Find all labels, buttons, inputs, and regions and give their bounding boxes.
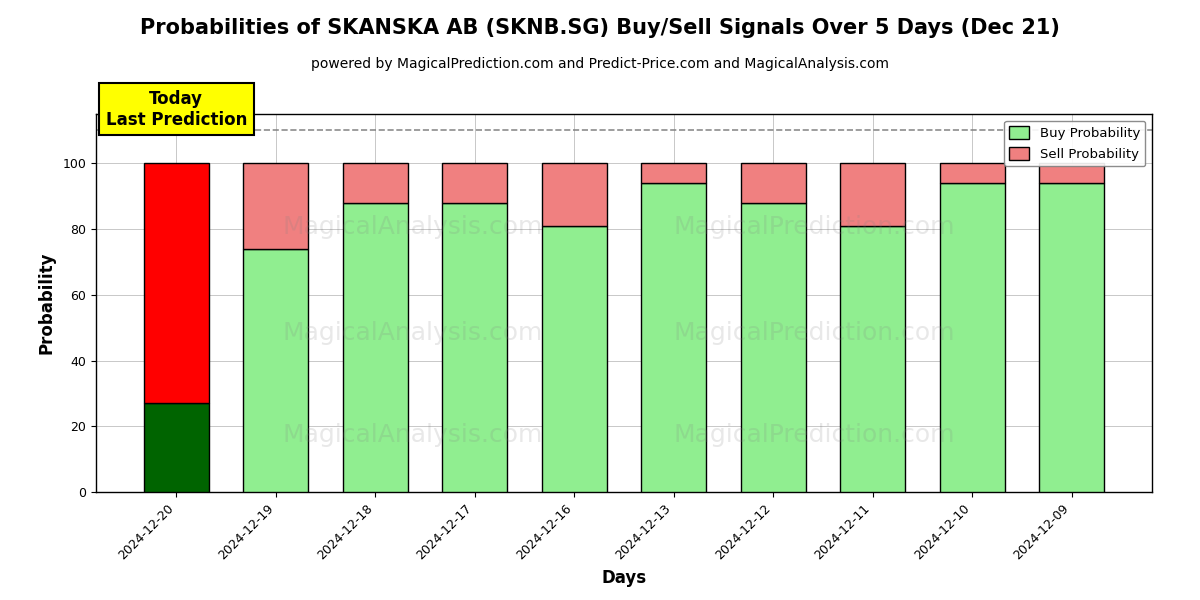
- Text: MagicalAnalysis.com: MagicalAnalysis.com: [283, 215, 542, 239]
- Bar: [542, 226, 606, 492]
- Text: Probabilities of SKANSKA AB (SKNB.SG) Buy/Sell Signals Over 5 Days (Dec 21): Probabilities of SKANSKA AB (SKNB.SG) Bu…: [140, 18, 1060, 38]
- Bar: [443, 163, 508, 203]
- Text: Today
Last Prediction: Today Last Prediction: [106, 90, 247, 129]
- Bar: [840, 163, 905, 226]
- Bar: [642, 163, 706, 183]
- Text: MagicalAnalysis.com: MagicalAnalysis.com: [283, 321, 542, 345]
- Bar: [343, 203, 408, 492]
- Y-axis label: Probability: Probability: [37, 252, 55, 354]
- Bar: [244, 163, 308, 249]
- Bar: [840, 226, 905, 492]
- Bar: [144, 163, 209, 403]
- Text: MagicalPrediction.com: MagicalPrediction.com: [673, 215, 955, 239]
- Bar: [740, 163, 805, 203]
- Bar: [940, 183, 1004, 492]
- Bar: [343, 163, 408, 203]
- Bar: [542, 163, 606, 226]
- Bar: [940, 163, 1004, 183]
- X-axis label: Days: Days: [601, 569, 647, 587]
- Bar: [144, 403, 209, 492]
- Bar: [642, 183, 706, 492]
- Bar: [443, 203, 508, 492]
- Text: MagicalPrediction.com: MagicalPrediction.com: [673, 321, 955, 345]
- Bar: [244, 249, 308, 492]
- Bar: [740, 203, 805, 492]
- Text: powered by MagicalPrediction.com and Predict-Price.com and MagicalAnalysis.com: powered by MagicalPrediction.com and Pre…: [311, 57, 889, 71]
- Bar: [1039, 163, 1104, 183]
- Bar: [1039, 183, 1104, 492]
- Text: MagicalPrediction.com: MagicalPrediction.com: [673, 424, 955, 447]
- Text: MagicalAnalysis.com: MagicalAnalysis.com: [283, 424, 542, 447]
- Legend: Buy Probability, Sell Probability: Buy Probability, Sell Probability: [1004, 121, 1146, 166]
